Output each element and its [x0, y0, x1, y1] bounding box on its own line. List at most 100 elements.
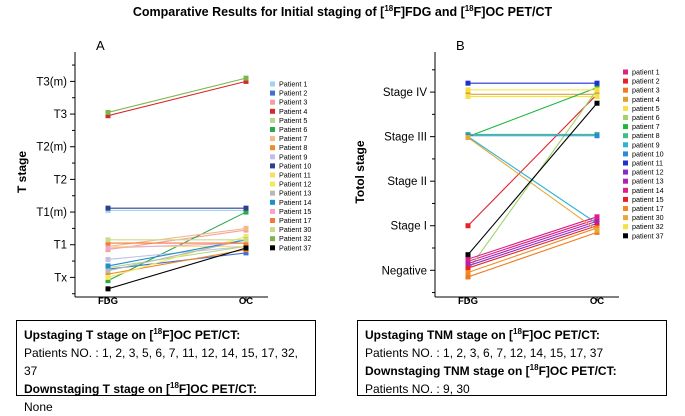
chart-canvas: Tx T1 T1(m) T2 T2(m) T3 T3(m) FDG OC T stage Patie… [15, 52, 664, 307]
panel-b-series-line-patient-30 [467, 137, 598, 231]
panel-a-legend-label-patient-32: Patient 32 [279, 234, 311, 243]
panel-a-point-patient-30-fdg [105, 237, 111, 243]
panel-b-legend-swatch-patient-1 [623, 69, 628, 75]
panel-b-x-tick-label: OC [590, 296, 604, 307]
panel-b-legend-label-patient-9: patient 9 [632, 140, 660, 149]
box-a-downstaging-heading: Downstaging T stage on [18F]OC PET/CT: [24, 381, 257, 397]
panel-b-legend-swatch-patient-32 [623, 224, 628, 230]
panel-b-legend-swatch-patient-17 [623, 206, 628, 211]
panel-a-series-line-patient-32 [107, 77, 247, 113]
panel-a-point-patient-6-fdg [105, 278, 111, 284]
panel-a-legend-swatch-patient-14 [270, 199, 275, 205]
panel-a-legend-label-patient-11: Patient 11 [279, 171, 311, 180]
panel-a-legend-swatch-patient-37 [270, 245, 275, 251]
panel-a-legend-swatch-patient-6 [270, 127, 275, 132]
panel-a-legend-swatch-patient-8 [270, 145, 275, 151]
panel-a-legend-swatch-patient-5 [270, 117, 275, 123]
panel-b-legend-label-patient-8: patient 8 [632, 131, 660, 140]
panel-a-y-tick-label: T1 [54, 240, 67, 252]
panel-a-y-tick-label: T2(m) [36, 142, 67, 154]
panel-a-series-line-patient-2 [107, 252, 247, 270]
panel-a-legend-swatch-patient-15 [270, 208, 275, 214]
panel-a-legend-swatch-patient-10 [270, 163, 275, 169]
panel-b-series-line-patient-15 [467, 225, 598, 269]
panel-a-point-patient-4-oc [243, 78, 249, 84]
panel-b-point-patient-32-fdg [465, 87, 471, 93]
panel-b-point-patient-11-fdg [465, 80, 471, 86]
panel-a-legend-swatch-patient-1 [270, 81, 275, 87]
panel-b-legend-label-patient-1: patient 1 [632, 68, 660, 77]
panel-a-x-tick-label: FDG [98, 296, 118, 307]
panel-b-point-patient-13-fdg [465, 261, 471, 267]
panel-b-point-patient-37-oc [594, 100, 600, 106]
panel-b-series-line-patient-3 [467, 231, 598, 278]
panel-a-point-patient-7-oc [243, 225, 249, 231]
panel-a-point-patient-12-fdg [105, 274, 111, 280]
panel-a-legend-label-patient-7: Patient 7 [279, 134, 307, 143]
panel-a-point-patient-2-oc [243, 250, 249, 256]
panel-a-legend-label-patient-10: Patient 10 [279, 161, 311, 170]
panel-a-y-tick-label: T1(m) [36, 207, 67, 219]
panel-a-legend-label-patient-1: Patient 1 [279, 80, 307, 89]
panel-a-series-line-patient-37 [107, 247, 247, 290]
panel-a-y-tick-label: T2 [54, 174, 67, 186]
panel-b-legend-label-patient-30: patient 30 [632, 213, 664, 222]
panel-a-legend-label-patient-15: Patient 15 [279, 207, 311, 216]
panel-a-legend-label-patient-3: Patient 3 [279, 98, 307, 107]
panel-a-legend-swatch-patient-12 [270, 181, 275, 187]
panel-b-point-patient-11-oc [594, 80, 600, 86]
panel-b-point-patient-14-fdg [465, 256, 471, 262]
summary-box-a: Upstaging T stage on [18F]OC PET/CT: Pat… [16, 320, 316, 414]
panel-b-x-tick-label: FDG [458, 296, 478, 307]
panel-b-legend-label-patient-13: patient 13 [632, 177, 664, 186]
panel-b-legend-label-patient-11: patient 11 [632, 159, 663, 168]
panel-b-legend-swatch-patient-6 [623, 115, 628, 120]
panel-a-legend-label-patient-4: Patient 4 [279, 107, 307, 116]
panel-a-legend-label-patient-37: Patient 37 [279, 243, 311, 252]
panel-a-legend-swatch-patient-17 [270, 218, 275, 223]
panel-b-legend-label-patient-5: patient 5 [632, 104, 660, 113]
panel-b-y-tick-label: Stage III [384, 132, 427, 144]
panel-b-legend-label-patient-32: patient 32 [632, 222, 664, 231]
panel-a-legend-swatch-patient-30 [270, 227, 275, 233]
panel-a-legend-label-patient-13: Patient 13 [279, 189, 311, 198]
panel-a-point-patient-4-fdg [105, 113, 111, 119]
panel-a-legend-label-patient-17: Patient 17 [279, 216, 311, 225]
panel-b-label: B [456, 38, 465, 53]
panel-a-series-line-patient-4 [107, 80, 247, 117]
panel-a-y-tick-label: T3(m) [36, 76, 67, 88]
panel-b-point-patient-14-oc [594, 214, 600, 220]
panel-b-y-tick-label: Negative [382, 265, 427, 277]
panel-a-point-patient-10-oc [243, 205, 249, 211]
panel-a-x-tick-label: OC [239, 296, 253, 307]
panel-b-y-tick-label: Stage I [391, 221, 427, 233]
panel-a-legend-swatch-patient-3 [270, 99, 275, 105]
panel-a-point-patient-6-oc [243, 209, 249, 215]
panel-a-legend-swatch-patient-4 [270, 108, 275, 114]
panel-b-series-line-patient-7 [467, 87, 598, 138]
panel-b-y-axis-label: Totol stage [353, 140, 367, 203]
panel-b-legend-label-patient-17: patient 17 [632, 204, 664, 213]
panel-a-legend-swatch-patient-11 [270, 172, 275, 178]
panel-b-series-line-patient-13 [467, 220, 598, 265]
panel-a-point-patient-32-oc [243, 75, 249, 81]
panel-a-point-patient-10-fdg [105, 205, 111, 211]
panel-b-point-patient-17-fdg [465, 270, 471, 275]
panel-a-point-patient-15-fdg [105, 245, 111, 251]
panel-b-legend-label-patient-7: patient 7 [632, 122, 660, 131]
panel-a-point-patient-8-fdg [105, 271, 111, 277]
panel-a-point-patient-30-oc [243, 237, 249, 243]
panel-b-legend-swatch-patient-3 [623, 87, 628, 93]
panel-b-legend-swatch-patient-14 [623, 187, 628, 193]
panel-b-point-patient-5-oc [594, 94, 600, 100]
panel-b-point-patient-30-oc [594, 227, 600, 233]
panel-b-series-line-patient-14 [467, 216, 598, 260]
panel-b-legend-swatch-patient-12 [623, 169, 628, 175]
panel-b-point-patient-37-fdg [465, 252, 471, 258]
panel-b-legend-swatch-patient-37 [623, 233, 628, 239]
panel-b-series-line-patient-37 [467, 102, 598, 256]
panel-a-point-patient-17-oc [243, 240, 249, 246]
panel-a-point-patient-13-fdg [105, 268, 111, 274]
panel-a-label: A [96, 38, 105, 53]
panel-b-point-patient-13-oc [594, 218, 600, 224]
